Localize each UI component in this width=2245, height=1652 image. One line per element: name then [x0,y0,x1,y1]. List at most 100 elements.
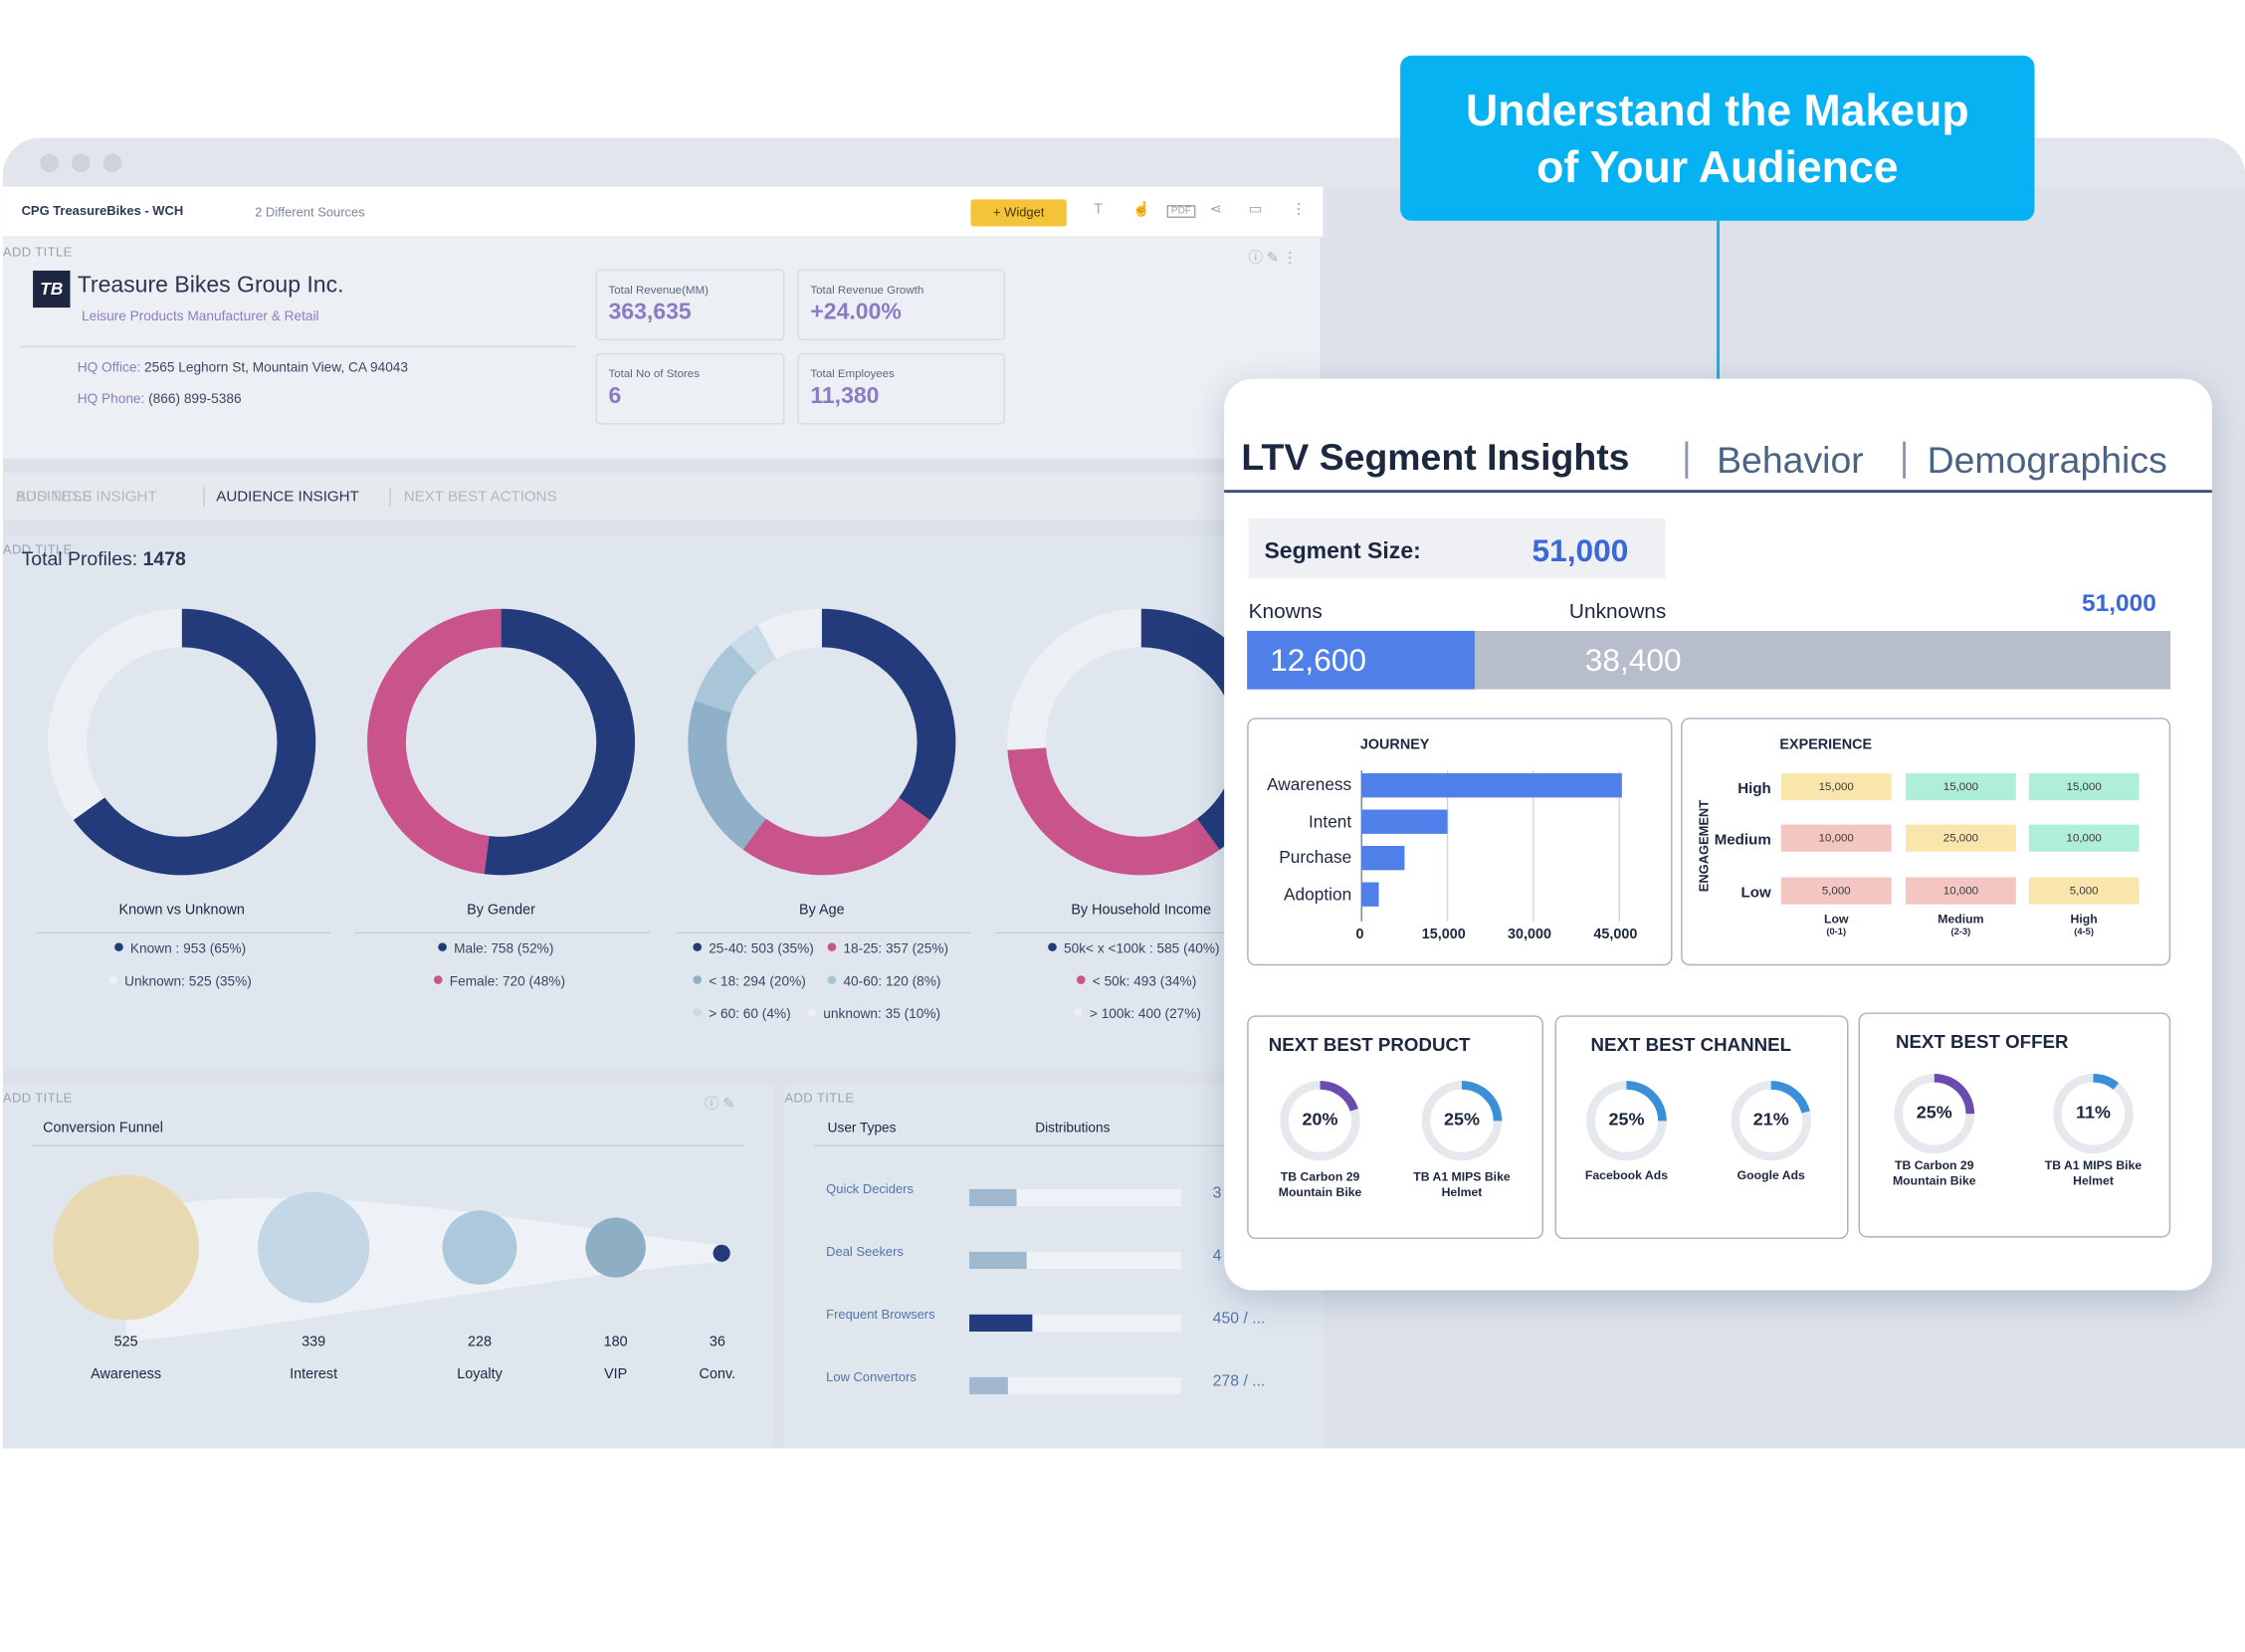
journey-bar-chart [1360,770,1622,922]
share-icon[interactable]: ⋖ [1209,202,1222,218]
heatmap-cell[interactable]: 15,000 [2028,773,2140,801]
distribution-bar [969,1376,1181,1394]
text-icon[interactable]: T [1094,202,1104,218]
journey-bar-awareness[interactable] [1361,773,1622,798]
ring-chart[interactable] [1576,1071,1677,1170]
monitor-icon[interactable]: ▭ [1248,202,1263,218]
funnel-stage-label: VIP [604,1366,628,1383]
legend-swatch [807,1008,817,1017]
donut-2-segment-1[interactable] [688,608,956,876]
add-title-label[interactable]: ADD TITLE [2,1091,73,1106]
funnel-stage-label: Conv. [699,1366,736,1383]
ring-fill [1894,1073,1975,1154]
journey-category-label: Intent [1308,810,1352,832]
legend-label: < 18: 294 (20%) [709,973,806,990]
journey-tick-label: 45,000 [1593,927,1638,943]
user-type-label[interactable]: Quick Deciders [826,1181,914,1197]
legend-item[interactable]: unknown: 35 (10%) [807,1007,940,1022]
legend-item[interactable]: 50k< x <100k : 585 (40%) [1048,941,1220,957]
window-dot-close[interactable] [40,153,59,173]
callout-connector [1717,220,1720,415]
donut-3-segment-1[interactable] [1007,608,1276,876]
donut-2-segment-2[interactable] [688,608,956,876]
donut-2-segment-5[interactable] [688,608,956,876]
tab-behavior[interactable]: Behavior [1717,438,1864,482]
user-type-label[interactable]: Deal Seekers [826,1244,904,1260]
audience-panel: ADD TITLE Total Profiles: 1478 Known vs … [2,535,1321,1072]
ring-chart[interactable] [1721,1071,1821,1170]
donut-3-segment-2[interactable] [1007,608,1276,876]
sources-label[interactable]: 2 Different Sources [255,205,365,220]
legend-item[interactable]: Male: 758 (52%) [438,941,553,957]
tab-audience-insight[interactable]: AUDIENCE INSIGHT [216,488,359,507]
add-title-label[interactable]: ADD TITLE [2,542,73,557]
pointer-icon[interactable]: ☝ [1132,202,1150,218]
heatmap-cell[interactable]: 10,000 [1906,877,2016,905]
legend-label: < 50k: 493 (34%) [1092,973,1197,990]
donut-1-segment-1[interactable] [367,608,636,876]
window-dot-minimize[interactable] [71,153,91,173]
legend-swatch [108,975,117,984]
knowns-value: 12,600 [1270,642,1367,679]
ring-chart[interactable] [1270,1071,1370,1170]
legend-swatch [114,942,123,951]
legend-item[interactable]: Known : 953 (65%) [114,941,246,957]
dashboard-toolbar: CPG TreasureBikes - WCH 2 Different Sour… [2,186,1324,238]
panel-actions-icons[interactable]: ⓘ ✎ ⋮ [1248,250,1298,267]
legend-item[interactable]: 25-40: 503 (35%) [693,940,814,957]
more-icon[interactable]: ⋮ [1291,202,1307,218]
legend-label: > 60: 60 (4%) [709,1006,791,1023]
user-type-label[interactable]: Low Convertors [826,1369,917,1384]
panel-actions-icons[interactable]: ⓘ ✎ [704,1096,735,1113]
ring-chart[interactable] [1412,1071,1513,1170]
tab-business-insight[interactable]: BUSINESS INSIGHT [15,488,157,507]
engagement-row-label: Medium [1714,831,1771,849]
tab-next-best-actions[interactable]: NEXT BEST ACTIONS [403,488,557,507]
ring-chart[interactable] [1884,1064,1984,1163]
journey-bar-purchase[interactable] [1361,846,1405,871]
legend-label: 25-40: 503 (35%) [709,940,814,957]
total-value: 51,000 [2081,589,2156,617]
add-title-label[interactable]: ADD TITLE [784,1091,855,1106]
journey-bar-intent[interactable] [1361,809,1448,834]
experience-col-label: Low [1824,911,1849,927]
heatmap-cell[interactable]: 25,000 [1906,824,2016,852]
next-best-product-title: NEXT BEST PRODUCT [1268,1033,1471,1056]
engagement-row-label: High [1737,780,1771,798]
distribution-value: 278 / ... [1212,1372,1266,1390]
unknowns-value: 38,400 [1584,642,1682,679]
legend-item[interactable]: < 50k: 493 (34%) [1076,973,1197,990]
ring-percent: 20% [1302,1109,1338,1130]
ring-percent: 25% [1608,1109,1645,1130]
legend-item[interactable]: Unknown: 525 (35%) [108,974,252,990]
experience-title: EXPERIENCE [1779,737,1873,754]
pdf-icon[interactable]: PDF [1166,205,1196,218]
legend-item[interactable]: Female: 720 (48%) [433,974,565,990]
legend-item[interactable]: 40-60: 120 (8%) [827,974,940,990]
legend-item[interactable]: > 60: 60 (4%) [693,1006,791,1023]
journey-bar-adoption[interactable] [1361,882,1379,907]
company-subtitle: Leisure Products Manufacturer & Retail [82,309,319,325]
knowns-bar-fill [1247,630,1476,690]
heatmap-cell[interactable]: 10,000 [1780,824,1892,852]
tab-ltv-segment-insights[interactable]: LTV Segment Insights [1241,435,1630,479]
add-widget-button[interactable]: + Widget [970,199,1067,227]
donut-0-segment-1[interactable] [48,608,316,876]
legend-item[interactable]: 18-25: 357 (25%) [827,941,948,957]
legend-item[interactable]: > 100k: 400 (27%) [1074,1007,1201,1022]
total-profiles: Total Profiles: 1478 [21,547,186,570]
heatmap-cell[interactable]: 5,000 [1780,877,1892,905]
heatmap-cell[interactable]: 5,000 [2028,877,2140,905]
heatmap-cell[interactable]: 15,000 [1780,773,1892,801]
ring-chart[interactable] [2043,1064,2143,1163]
distribution-bar-fill [969,1376,1008,1394]
heatmap-cell[interactable]: 15,000 [1906,773,2016,801]
add-title-label[interactable]: ADD TITLE [2,245,73,260]
heatmap-cell[interactable]: 10,000 [2028,824,2140,852]
legend-swatch [1076,975,1086,984]
window-dot-maximize[interactable] [102,153,122,173]
tab-demographics[interactable]: Demographics [1927,438,2167,482]
user-type-label[interactable]: Frequent Browsers [826,1307,935,1322]
legend-item[interactable]: < 18: 294 (20%) [693,973,806,990]
distribution-value: 450 / ... [1212,1310,1266,1328]
